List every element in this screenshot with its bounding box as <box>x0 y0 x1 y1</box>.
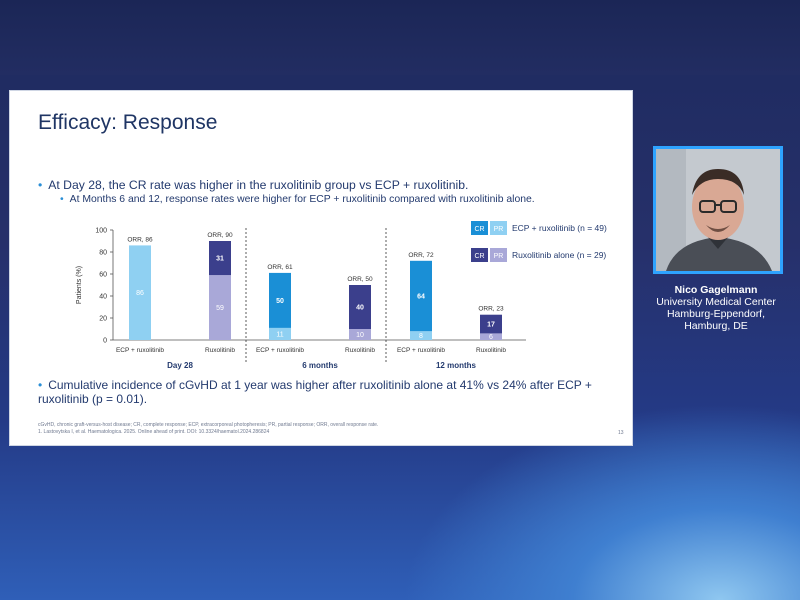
category-label: Ruxolitinib <box>476 347 506 354</box>
bar-pr-segment <box>129 245 151 340</box>
bar-pr-label: 86 <box>136 290 144 297</box>
orr-label: ORR, 90 <box>207 232 233 239</box>
legend-rux-cr-label: CR <box>474 253 484 260</box>
speaker-portrait-icon <box>656 149 780 271</box>
bar-pr-label: 8 <box>419 333 423 340</box>
bar-cr-label: 17 <box>487 322 495 329</box>
bar-pr-label: 10 <box>356 332 364 339</box>
page-number: 13 <box>618 430 624 436</box>
bar-pr-segment <box>209 275 231 340</box>
orr-label: ORR, 86 <box>127 236 153 243</box>
category-label: Ruxolitinib <box>345 347 375 354</box>
bullet-day28: • At Day 28, the CR rate was higher in th… <box>38 178 468 192</box>
y-tick-label: 80 <box>99 250 107 257</box>
top-band <box>0 0 800 75</box>
bar-pr-label: 59 <box>216 305 224 312</box>
bullet-months-text: At Months 6 and 12, response rates were … <box>69 194 535 205</box>
bar-cr-label: 40 <box>356 305 364 312</box>
bar-pr-segment <box>349 329 371 340</box>
orr-label: ORR, 61 <box>267 264 293 271</box>
bullet-dot-icon: • <box>60 194 64 205</box>
presentation-slide: Efficacy: Response • At Day 28, the CR ra… <box>10 91 632 445</box>
group-label: Day 28 <box>167 361 193 370</box>
category-label: ECP + ruxolitinib <box>116 347 164 354</box>
bar-cr-label: 50 <box>276 298 284 305</box>
speaker-affiliation-2: Hamburg-Eppendorf, <box>666 308 766 320</box>
legend-rux-pr-swatch <box>490 248 507 262</box>
group-label: 6 months <box>302 361 338 370</box>
legend-ecp-pr-swatch <box>490 221 507 235</box>
y-tick-label: 20 <box>99 316 107 323</box>
bar-pr-segment <box>480 333 502 340</box>
bullet-months: • At Months 6 and 12, response rates were… <box>60 194 535 205</box>
slide-title: Efficacy: Response <box>38 111 218 134</box>
bar-pr-label: 11 <box>276 331 283 338</box>
y-tick-label: 60 <box>99 272 107 279</box>
category-label: Ruxolitinib <box>205 347 235 354</box>
bullet-cgvhd-text: Cumulative incidence of cGvHD at 1 year … <box>38 378 592 406</box>
footnote-reference: 1. Lastovytska I, et al. Haematologica. … <box>38 429 270 435</box>
speaker-affiliation-1: University Medical Center <box>656 296 776 308</box>
bar-cr-label: 31 <box>216 256 224 263</box>
y-tick-label: 100 <box>95 228 107 235</box>
bar-cr-segment <box>410 260 432 332</box>
bullet-cgvhd: • Cumulative incidence of cGvHD at 1 year… <box>38 378 608 406</box>
bullet-dot-icon: • <box>38 178 43 192</box>
legend-rux-cr-swatch <box>471 248 488 262</box>
y-axis-title: Patients (%) <box>76 266 83 304</box>
orr-label: ORR, 50 <box>347 276 373 283</box>
speaker-caption: Nico Gagelmann University Medical Center… <box>646 284 786 332</box>
bar-cr-segment <box>349 285 371 329</box>
category-label: ECP + ruxolitinib <box>397 347 445 354</box>
y-tick-label: 40 <box>99 294 107 301</box>
bar-pr-segment <box>269 327 291 340</box>
bar-cr-segment <box>480 314 502 334</box>
bullet-day28-text: At Day 28, the CR rate was higher in the… <box>48 178 469 192</box>
y-tick-label: 0 <box>103 338 107 345</box>
speaker-webcam <box>653 146 783 274</box>
orr-label: ORR, 72 <box>408 252 434 259</box>
footnote-abbreviations: cGvHD, chronic graft-versus-host disease… <box>38 422 379 428</box>
bar-cr-label: 64 <box>417 294 425 301</box>
legend-ecp-pr-label: PR <box>494 226 504 233</box>
legend-ecp-text: ECP + ruxolitinib (n = 49) <box>512 223 607 233</box>
speaker-affiliation-3: Hamburg, DE <box>684 320 748 332</box>
bar-cr-segment <box>209 241 231 276</box>
speaker-name: Nico Gagelmann <box>674 284 758 296</box>
legend-rux-text: Ruxolitinib alone (n = 29) <box>512 250 606 260</box>
bullet-dot-icon: • <box>38 378 43 392</box>
orr-label: ORR, 23 <box>478 306 504 313</box>
category-label: ECP + ruxolitinib <box>256 347 304 354</box>
group-label: 12 months <box>436 361 477 370</box>
legend-ecp-cr-label: CR <box>474 226 484 233</box>
legend-ecp-cr-swatch <box>471 221 488 235</box>
legend-rux-pr-label: PR <box>494 253 504 260</box>
bar-pr-label: 6 <box>489 334 493 341</box>
bar-pr-segment <box>410 331 432 340</box>
bar-cr-segment <box>269 272 291 328</box>
